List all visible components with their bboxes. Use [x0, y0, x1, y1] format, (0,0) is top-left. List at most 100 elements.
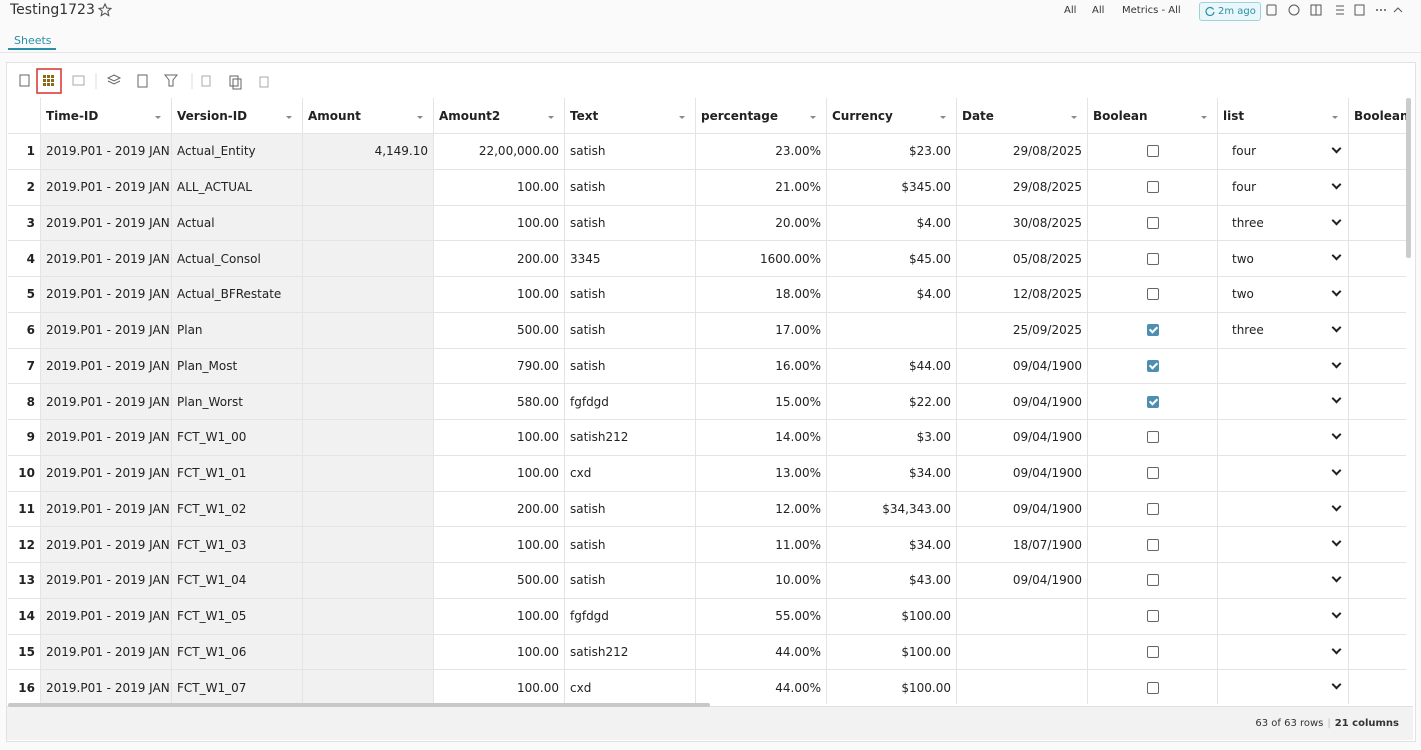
column-header[interactable]: Text: [565, 98, 696, 134]
filter-button[interactable]: Metrics - All: [1122, 5, 1181, 16]
dropdown-chevron: [1331, 536, 1342, 547]
cell: 30/08/2025: [957, 205, 1088, 242]
cell: [1088, 634, 1218, 671]
checkbox[interactable]: [1146, 574, 1159, 587]
column-header[interactable]: percentage: [696, 98, 827, 134]
filter-button[interactable]: All: [1092, 5, 1105, 16]
checkbox[interactable]: [1146, 181, 1159, 194]
cell: [1088, 348, 1218, 385]
checkbox[interactable]: [1146, 359, 1159, 372]
cell[interactable]: [1218, 420, 1349, 456]
checkbox[interactable]: [1146, 431, 1159, 444]
cell[interactable]: [1218, 491, 1349, 528]
row-number: 2: [8, 169, 41, 206]
cell[interactable]: [1218, 348, 1349, 385]
cell[interactable]: two: [1218, 277, 1349, 313]
cell: [303, 312, 434, 349]
cell: 2019.P01 - 2019 JAN: [41, 205, 172, 242]
cell-text: 20.00%: [775, 215, 821, 230]
separator: |: [1327, 718, 1331, 729]
cell-text: 2019.P01 - 2019 JAN: [46, 394, 170, 409]
cell: [1088, 598, 1218, 635]
cell: [1349, 241, 1406, 277]
column-header[interactable]: list: [1218, 98, 1349, 134]
checkbox[interactable]: [1146, 216, 1159, 229]
cell: [303, 348, 434, 385]
cell: 4,149.10: [303, 134, 434, 170]
vertical-scrollbar[interactable]: [1406, 98, 1411, 258]
cell[interactable]: two: [1218, 241, 1349, 277]
cell-text: two: [1232, 287, 1254, 302]
cell-text: $34.00: [909, 466, 951, 481]
cell-text: 05/08/2025: [1012, 251, 1082, 266]
cell-text: 2019.P01 - 2019 JAN: [46, 430, 170, 445]
cell: satish: [565, 205, 696, 242]
cell: FCT_W1_03: [172, 527, 303, 563]
cell-text: satish: [570, 215, 606, 230]
cell: 3345: [565, 241, 696, 277]
cell: [303, 169, 434, 206]
footer-status: 63 of 63 rows | 21 columns: [1255, 718, 1399, 729]
cell[interactable]: four: [1218, 169, 1349, 206]
cell: satish212: [565, 420, 696, 456]
cell: 17.00%: [696, 312, 827, 349]
column-header[interactable]: Version-ID: [172, 98, 303, 134]
cell-text: 09/04/1900: [1012, 573, 1082, 588]
cell: FCT_W1_05: [172, 598, 303, 635]
cell-text: satish212: [570, 644, 629, 659]
column-header[interactable]: Amount: [303, 98, 434, 134]
cell-text: satish: [570, 180, 606, 195]
refresh-badge[interactable]: 2m ago: [1199, 2, 1261, 21]
favorite-star[interactable]: [98, 3, 112, 17]
cell-text: 500.00: [517, 323, 559, 338]
cell[interactable]: [1218, 634, 1349, 671]
cell[interactable]: three: [1218, 205, 1349, 242]
checkbox[interactable]: [1146, 252, 1159, 265]
corner-header: [8, 98, 41, 134]
column-header[interactable]: Boolean2: [1349, 98, 1406, 134]
checkbox[interactable]: [1146, 681, 1159, 694]
column-header[interactable]: Date: [957, 98, 1088, 134]
row-number: 5: [8, 277, 41, 313]
column-header[interactable]: Boolean: [1088, 98, 1218, 134]
row-number: 12: [8, 527, 41, 563]
column-header-label: Version-ID: [177, 108, 248, 123]
cell[interactable]: [1218, 670, 1349, 704]
cell[interactable]: [1218, 384, 1349, 420]
checkbox[interactable]: [1146, 145, 1159, 158]
checkbox[interactable]: [1146, 610, 1159, 623]
cell[interactable]: four: [1218, 134, 1349, 170]
checkbox[interactable]: [1146, 395, 1159, 408]
cell-text: 12: [18, 537, 35, 552]
toolbar[interactable]: [14, 68, 274, 94]
cell[interactable]: [1218, 563, 1349, 599]
checkbox[interactable]: [1146, 645, 1159, 658]
horizontal-scrollbar[interactable]: [8, 703, 710, 707]
cell[interactable]: [1218, 455, 1349, 492]
cell: 09/04/1900: [957, 455, 1088, 492]
cell: satish: [565, 563, 696, 599]
cell: 500.00: [434, 563, 565, 599]
cell-text: 2019.P01 - 2019 JAN: [46, 573, 170, 588]
cell-text: 100.00: [517, 430, 559, 445]
column-header[interactable]: Currency: [827, 98, 957, 134]
checkbox[interactable]: [1146, 324, 1159, 337]
checkbox[interactable]: [1146, 502, 1159, 515]
cell-text: 1600.00%: [759, 251, 821, 266]
cell[interactable]: [1218, 527, 1349, 563]
cell[interactable]: three: [1218, 312, 1349, 349]
checkbox[interactable]: [1146, 288, 1159, 301]
cell[interactable]: [1218, 598, 1349, 635]
row-count: 63 of 63 rows: [1255, 718, 1324, 729]
filter-button[interactable]: All: [1064, 5, 1077, 16]
tab[interactable]: Sheets: [14, 34, 52, 47]
checkbox[interactable]: [1146, 538, 1159, 551]
column-header[interactable]: Amount2: [434, 98, 565, 134]
checkbox[interactable]: [1146, 467, 1159, 480]
header-icons[interactable]: [1264, 3, 1410, 17]
cell: [1349, 670, 1406, 704]
cell: 11.00%: [696, 527, 827, 563]
cell: 44.00%: [696, 634, 827, 671]
cell-text: $34,343.00: [882, 501, 951, 516]
column-header[interactable]: Time-ID: [41, 98, 172, 134]
